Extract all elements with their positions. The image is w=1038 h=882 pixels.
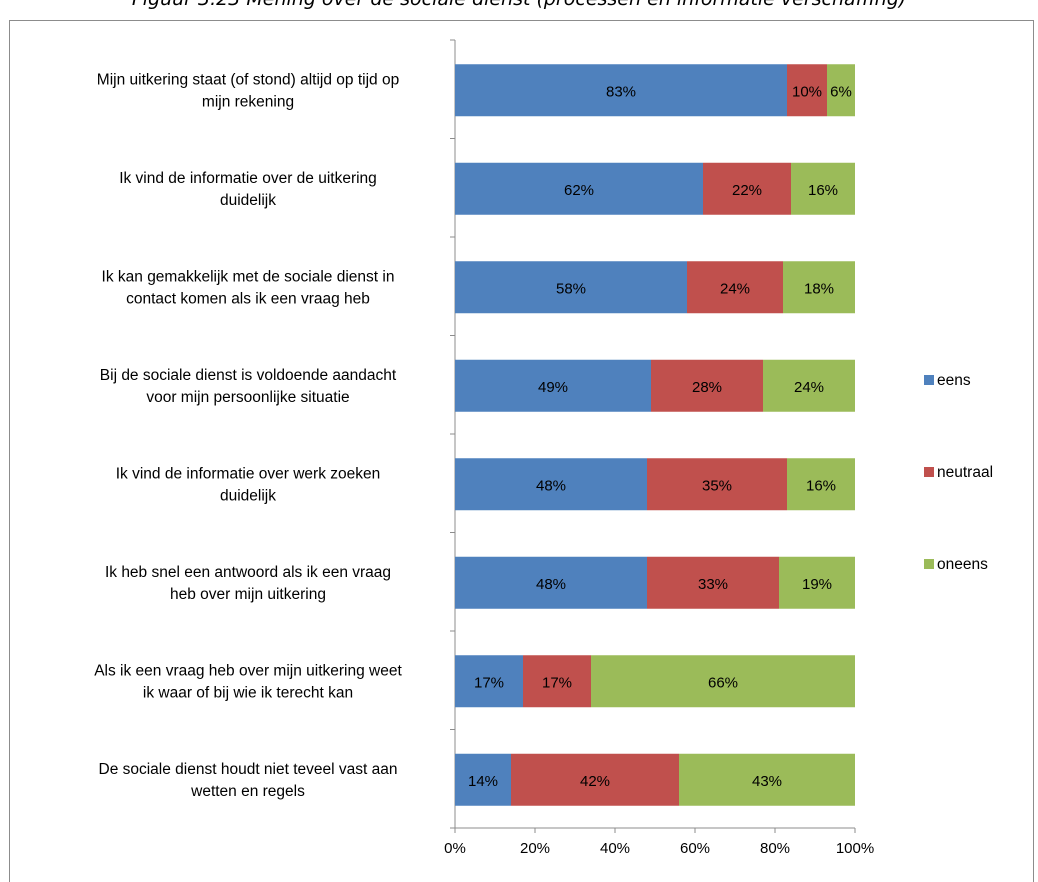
data-label-neutraal: 24% [720, 280, 750, 297]
page-title: Figuur 3.23 Mening over de sociale diens… [0, 0, 1038, 10]
category-label: De sociale dienst houdt niet teveel vast… [99, 761, 398, 778]
bar-eens [455, 359, 651, 412]
category-label: Bij de sociale dienst is voldoende aanda… [100, 367, 397, 384]
bar-oneens [679, 753, 855, 806]
data-label-oneens: 6% [830, 83, 852, 100]
data-label-neutraal: 35% [702, 477, 732, 494]
data-label-eens: 17% [474, 674, 504, 691]
legend-label: oneens [937, 556, 988, 573]
bar-oneens [779, 556, 855, 609]
x-tick-label: 0% [444, 840, 466, 857]
legend-swatch-neutraal [924, 467, 934, 477]
bar-neutraal [511, 753, 679, 806]
data-label-eens: 62% [564, 182, 594, 199]
x-tick-label: 20% [520, 840, 550, 857]
category-label: contact komen als ik een vraag heb [126, 290, 370, 307]
data-label-neutraal: 10% [792, 83, 822, 100]
data-label-eens: 58% [556, 280, 586, 297]
data-label-eens: 14% [468, 773, 498, 790]
category-label: voor mijn persoonlijke situatie [146, 389, 349, 406]
x-tick-label: 60% [680, 840, 710, 857]
bar-eens [455, 655, 523, 708]
data-label-neutraal: 22% [732, 182, 762, 199]
data-label-neutraal: 28% [692, 379, 722, 396]
bar-oneens [763, 359, 855, 412]
bar-eens [455, 64, 787, 117]
category-label: wetten en regels [190, 783, 305, 800]
category-label: Als ik een vraag heb over mijn uitkering… [94, 662, 402, 679]
data-label-oneens: 19% [802, 576, 832, 593]
chart-frame [9, 20, 1034, 882]
bar-eens [455, 162, 703, 215]
bar-neutraal [651, 359, 763, 412]
bar-neutraal [703, 162, 791, 215]
bar-oneens [591, 655, 855, 708]
bar-oneens [787, 458, 855, 511]
category-label: ik waar of bij wie ik terecht kan [143, 684, 353, 701]
category-label: Ik vind de informatie over werk zoeken [116, 465, 380, 482]
bar-oneens [827, 64, 855, 117]
x-tick-label: 80% [760, 840, 790, 857]
x-tick-label: 100% [836, 840, 874, 857]
data-label-oneens: 24% [794, 379, 824, 396]
legend-label: eens [937, 372, 971, 389]
bar-neutraal [523, 655, 591, 708]
data-label-oneens: 16% [808, 182, 838, 199]
category-label: duidelijk [220, 192, 276, 209]
bar-neutraal [787, 64, 827, 117]
bar-eens [455, 753, 511, 806]
category-label: heb over mijn uitkering [170, 586, 326, 603]
category-label: mijn rekening [202, 93, 294, 110]
data-label-neutraal: 33% [698, 576, 728, 593]
legend-swatch-oneens [924, 559, 934, 569]
data-label-oneens: 16% [806, 477, 836, 494]
bar-neutraal [647, 556, 779, 609]
bar-oneens [783, 261, 855, 314]
legend-label: neutraal [937, 464, 993, 481]
x-tick-label: 40% [600, 840, 630, 857]
bar-eens [455, 261, 687, 314]
data-label-oneens: 43% [752, 773, 782, 790]
bar-oneens [791, 162, 855, 215]
bar-eens [455, 458, 647, 511]
bar-neutraal [647, 458, 787, 511]
legend-swatch-eens [924, 375, 934, 385]
data-label-eens: 49% [538, 379, 568, 396]
data-label-oneens: 18% [804, 280, 834, 297]
category-label: Ik kan gemakkelijk met de sociale dienst… [102, 268, 395, 285]
data-label-neutraal: 42% [580, 773, 610, 790]
bar-eens [455, 556, 647, 609]
category-label: Ik heb snel een antwoord als ik een vraa… [105, 564, 391, 581]
data-label-oneens: 66% [708, 674, 738, 691]
data-label-eens: 83% [606, 83, 636, 100]
bar-neutraal [687, 261, 783, 314]
data-label-neutraal: 17% [542, 674, 572, 691]
data-label-eens: 48% [536, 576, 566, 593]
category-label: Ik vind de informatie over de uitkering [119, 170, 377, 187]
data-label-eens: 48% [536, 477, 566, 494]
category-label: duidelijk [220, 487, 276, 504]
category-label: Mijn uitkering staat (of stond) altijd o… [97, 71, 399, 88]
